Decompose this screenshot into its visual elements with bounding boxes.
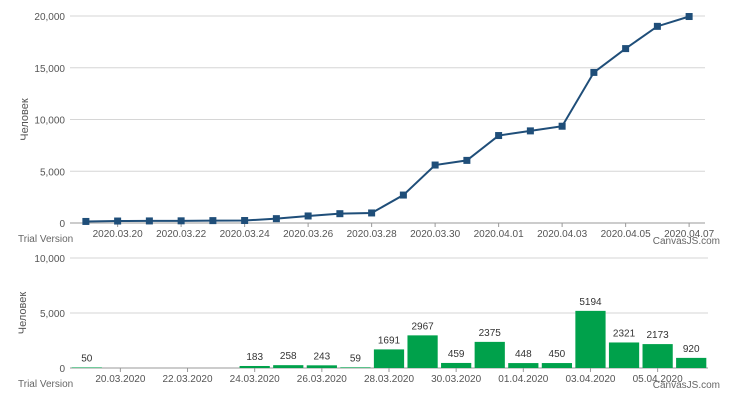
bar-data-label: 2321 bbox=[613, 328, 636, 339]
data-point-marker bbox=[622, 45, 630, 53]
data-point-marker bbox=[431, 161, 439, 169]
data-point-marker bbox=[399, 191, 407, 199]
data-point-marker bbox=[495, 132, 503, 140]
bar bbox=[340, 367, 371, 368]
data-point-marker bbox=[304, 212, 312, 220]
bar-data-label: 59 bbox=[350, 353, 362, 364]
bar-data-label: 2967 bbox=[411, 321, 434, 332]
bar-data-label: 5194 bbox=[579, 297, 602, 308]
data-point-marker bbox=[653, 22, 661, 30]
bar bbox=[71, 367, 102, 368]
data-point-marker bbox=[590, 68, 598, 76]
x-tick-label: 20.03.2020 bbox=[95, 374, 145, 385]
x-tick-label: 2020.03.28 bbox=[347, 229, 397, 240]
bar-data-label: 450 bbox=[549, 349, 566, 360]
x-tick-label: 28.03.2020 bbox=[364, 374, 414, 385]
data-point-marker bbox=[82, 217, 90, 225]
bar bbox=[239, 365, 270, 368]
bar-data-label: 2173 bbox=[647, 330, 670, 341]
bar-data-label: 448 bbox=[515, 349, 532, 360]
y-axis-title: Человек bbox=[19, 98, 31, 141]
data-point-marker bbox=[209, 217, 217, 225]
watermark-brand-bottom: CanvasJS.com bbox=[652, 380, 720, 391]
x-tick-label: 2020.04.07 bbox=[664, 229, 714, 240]
y-tick-label: 5,000 bbox=[40, 309, 65, 320]
data-point-marker bbox=[336, 210, 344, 218]
y-tick-label: 0 bbox=[59, 219, 65, 230]
x-tick-label: 2020.03.30 bbox=[410, 229, 460, 240]
bar-data-label: 50 bbox=[81, 353, 93, 364]
data-point-marker bbox=[145, 217, 153, 225]
bar-data-label: 243 bbox=[313, 351, 330, 362]
x-tick-label: 22.03.2020 bbox=[162, 374, 212, 385]
data-point-marker bbox=[526, 127, 534, 135]
data-point-marker bbox=[114, 217, 122, 225]
watermark-trial-top: Trial Version bbox=[18, 234, 74, 245]
bar bbox=[306, 365, 337, 368]
x-tick-label: 30.03.2020 bbox=[431, 374, 481, 385]
data-point-marker bbox=[685, 13, 693, 21]
y-tick-label: 10,000 bbox=[34, 116, 65, 127]
x-tick-label: 24.03.2020 bbox=[230, 374, 280, 385]
bar-data-label: 183 bbox=[246, 352, 263, 363]
bar bbox=[642, 344, 673, 368]
x-tick-label: 2020.04.05 bbox=[601, 229, 651, 240]
series-line bbox=[85, 15, 690, 223]
x-tick-label: 2020.04.03 bbox=[537, 229, 587, 240]
bar bbox=[608, 342, 640, 368]
watermark-brand-top: CanvasJS.com bbox=[652, 236, 720, 247]
bar bbox=[373, 349, 405, 368]
bar bbox=[273, 365, 304, 368]
cumulative-line-chart: 0 5,000 10,000 15,000 20,000 Человек 2020.03.2… bbox=[19, 12, 715, 240]
data-point-marker bbox=[241, 217, 249, 225]
data-point-marker bbox=[368, 209, 376, 217]
x-tick-label: 2020.03.20 bbox=[93, 229, 143, 240]
data-point-marker bbox=[272, 215, 280, 223]
data-point-marker bbox=[558, 122, 566, 130]
bar bbox=[575, 310, 606, 368]
y-axis-title: Человек bbox=[17, 292, 29, 335]
x-tick-label: 03.04.2020 bbox=[565, 374, 615, 385]
bar bbox=[676, 357, 707, 368]
x-tick-label: 2020.03.22 bbox=[156, 229, 206, 240]
data-point-marker bbox=[463, 156, 471, 164]
bar bbox=[541, 363, 573, 368]
bar-data-label: 1691 bbox=[378, 335, 401, 346]
x-tick-label: 05.04.2020 bbox=[633, 374, 683, 385]
bar bbox=[508, 363, 539, 368]
bar bbox=[441, 362, 472, 368]
x-tick-label: 2020.03.24 bbox=[220, 229, 270, 240]
bar-data-label: 258 bbox=[280, 351, 297, 362]
x-tick-label: 26.03.2020 bbox=[297, 374, 347, 385]
bar-data-label: 459 bbox=[448, 349, 465, 360]
y-tick-label: 15,000 bbox=[34, 64, 65, 75]
y-tick-label: 5,000 bbox=[40, 167, 65, 178]
daily-bar-chart: 0 5,000 10,000 Человек 20.03.2020 22.03.2020 2… bbox=[17, 254, 708, 385]
y-tick-label: 10,000 bbox=[34, 254, 65, 265]
bar bbox=[474, 341, 505, 368]
y-tick-label: 20,000 bbox=[34, 12, 65, 23]
x-tick-label: 2020.04.01 bbox=[474, 229, 524, 240]
x-tick-label: 2020.03.26 bbox=[283, 229, 333, 240]
bar-data-label: 920 bbox=[683, 344, 700, 355]
watermark-trial-bottom: Trial Version bbox=[18, 379, 74, 390]
data-point-marker bbox=[177, 217, 185, 225]
x-tick-label: 01.04.2020 bbox=[498, 374, 548, 385]
bar bbox=[407, 335, 438, 368]
y-tick-label: 0 bbox=[59, 364, 65, 375]
bar-data-label: 2375 bbox=[479, 328, 502, 339]
